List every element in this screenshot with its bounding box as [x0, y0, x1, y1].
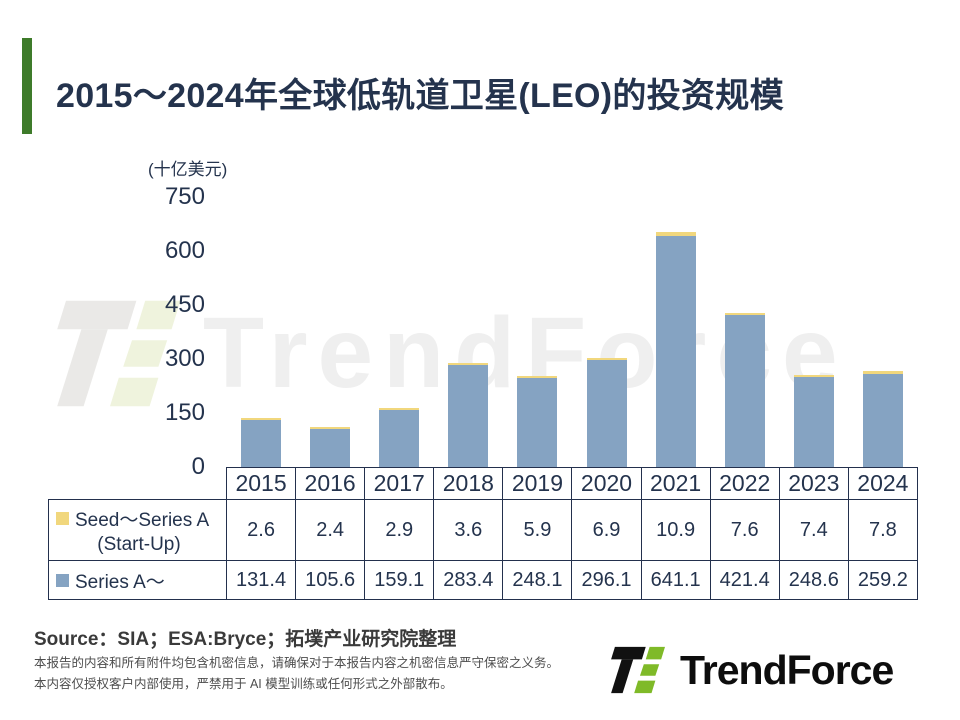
- bar-2022: [725, 312, 765, 467]
- table-cell-series-a-2019: 248.1: [503, 561, 573, 600]
- table-header-year: 2024: [848, 468, 918, 499]
- row-label-series-a: Series A～: [49, 561, 227, 600]
- table-cell-series-a-2020: 296.1: [572, 561, 642, 600]
- bar-segment-series-a: [379, 409, 419, 467]
- table-header-year: 2022: [710, 468, 780, 499]
- legend-swatch-seed-icon: [56, 511, 69, 525]
- table-row-seed-series-a: Seed～Series A (Start-Up) 2.6 2.4 2.9 3.6 5.9…: [48, 499, 918, 561]
- y-tick-label: 600: [164, 237, 205, 264]
- bar-segment-seed: [240, 417, 281, 420]
- bar-segment-series-a: [655, 236, 696, 467]
- bar-segment-series-a: [309, 428, 350, 467]
- bar-segment-seed: [725, 312, 765, 316]
- table-header-year: 2016: [296, 468, 366, 499]
- row-label-seed-series-a: Seed～Series A (Start-Up): [49, 500, 227, 561]
- table-cell-series-a-2024: 259.2: [848, 561, 918, 600]
- table-cell-seed-2018: 3.6: [434, 500, 504, 561]
- table-row-series-a: Series A～ 131.4 105.6 159.1 283.4 248.1 296.1…: [48, 561, 918, 600]
- bar-segment-series-a: [586, 360, 627, 467]
- trendforce-logo-text: TrendForce: [680, 646, 894, 693]
- table-cell-seed-2024: 7.8: [848, 500, 918, 561]
- bar-segment-seed: [448, 362, 489, 365]
- y-tick-label: 150: [164, 399, 205, 426]
- table-cell-series-a-2015: 131.4: [227, 561, 297, 600]
- trendforce-logo: TrendForce: [610, 644, 894, 696]
- bar-2017: [379, 407, 419, 467]
- bar-segment-series-a: [863, 373, 904, 467]
- bar-segment-series-a: [517, 377, 558, 467]
- row-label-line2: (Start-Up): [97, 533, 181, 555]
- source-note: Source：SIA；ESA:Bryce；拓墣产业研究院整理: [34, 629, 457, 650]
- bar-2024: [863, 370, 904, 467]
- bar-2015: [240, 417, 281, 467]
- y-tick-label: 0: [191, 453, 205, 480]
- bar-segment-series-a: [794, 377, 835, 467]
- bar-segment-seed: [586, 357, 627, 361]
- table-cell-seed-2021: 10.9: [641, 500, 711, 561]
- bar-2020: [586, 357, 627, 467]
- table-cell-series-a-2017: 159.1: [365, 561, 435, 600]
- trendforce-logo-icon: [611, 646, 665, 694]
- y-tick-label: 300: [164, 345, 205, 372]
- table-header-year: 2023: [779, 468, 849, 499]
- bar-segment-seed: [379, 407, 419, 410]
- disclaimer-line2: 本内容仅授权客户内部使用，严禁用于 AI 模型训练或任何形式之外部散布。: [34, 677, 453, 691]
- y-tick-label: 750: [164, 183, 205, 210]
- y-axis-unit-label: (十亿美元): [148, 160, 228, 179]
- bar-segment-series-a: [725, 315, 765, 467]
- bar-2023: [794, 374, 835, 467]
- table-cell-seed-2017: 2.9: [365, 500, 435, 561]
- bar-segment-seed: [794, 374, 835, 378]
- table-header-row: 2015 2016 2017 2018 2019 2020 2021 2022 2023 2024: [226, 467, 918, 499]
- table-header-year: 2021: [641, 468, 711, 499]
- bar-2018: [448, 362, 489, 467]
- table-header-year: 2015: [227, 468, 297, 499]
- disclaimer: 本报告的内容和所有附件均包含机密信息，请确保对于本报告内容之机密信息严守保密之义…: [34, 653, 559, 695]
- table-cell-seed-2015: 2.6: [227, 500, 297, 561]
- table-cell-series-a-2023: 248.6: [779, 561, 849, 600]
- bar-segment-series-a: [240, 419, 281, 467]
- bar-segment-seed: [863, 370, 904, 374]
- table-cell-seed-2016: 2.4: [296, 500, 366, 561]
- table-cell-seed-2019: 5.9: [503, 500, 573, 561]
- bar-segment-seed: [309, 426, 350, 429]
- table-cell-series-a-2018: 283.4: [434, 561, 504, 600]
- legend-swatch-series-a-icon: [56, 573, 69, 587]
- table-header-year: 2018: [434, 468, 504, 499]
- table-cell-seed-2023: 7.4: [779, 500, 849, 561]
- table-cell-series-a-2022: 421.4: [710, 561, 780, 600]
- y-tick-label: 450: [164, 291, 205, 318]
- bar-segment-series-a: [448, 364, 489, 467]
- page-title: 2015～2024年全球低轨道卫星(LEO)的投资规模: [56, 77, 784, 115]
- disclaimer-line1: 本报告的内容和所有附件均包含机密信息，请确保对于本报告内容之机密信息严守保密之义…: [34, 656, 560, 670]
- row-label-line1: Series A～: [75, 571, 165, 593]
- table-cell-seed-2020: 6.9: [572, 500, 642, 561]
- trendforce-watermark-logo-icon: [57, 300, 181, 406]
- bar-2019: [517, 375, 558, 467]
- bar-2016: [309, 426, 350, 467]
- bar-2021: [655, 232, 696, 467]
- table-cell-series-a-2016: 105.6: [296, 561, 366, 600]
- title-accent-bar: [22, 38, 32, 134]
- table-header-year: 2017: [365, 468, 435, 499]
- table-cell-series-a-2021: 641.1: [641, 561, 711, 600]
- table-header-year: 2019: [503, 468, 573, 499]
- row-label-line1: Seed～Series A: [75, 509, 210, 531]
- table-cell-seed-2022: 7.6: [710, 500, 780, 561]
- bar-segment-seed: [517, 375, 558, 378]
- table-header-year: 2020: [572, 468, 642, 499]
- bar-segment-seed: [655, 232, 696, 237]
